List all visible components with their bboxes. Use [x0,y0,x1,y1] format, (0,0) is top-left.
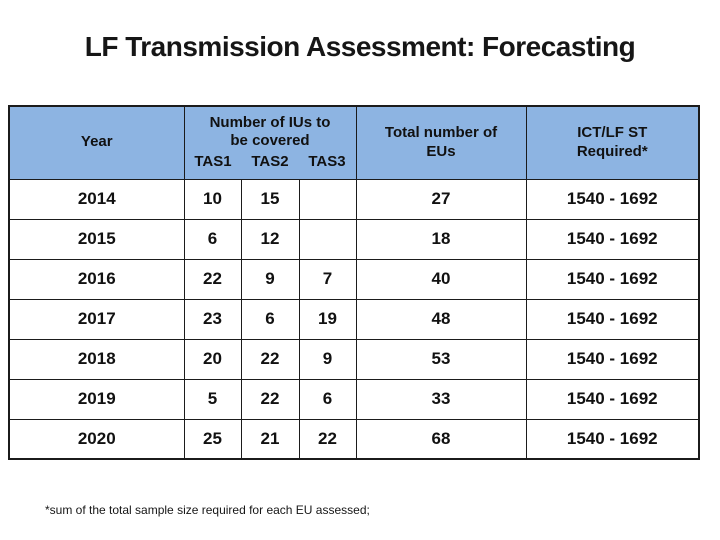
cell-year: 2017 [8,298,185,340]
cell-ict: 1540 - 1692 [525,338,700,380]
page-title: LF Transmission Assessment: Forecasting [84,31,636,62]
col-header-total-eus: Total number of EUs [355,105,527,180]
cell-year: 2018 [8,338,185,380]
table-row-2017: 2017 23 6 19 48 1540 - 1692 [8,298,700,340]
cell-eus: 18 [355,218,527,260]
cell-ict: 1540 - 1692 [525,298,700,340]
cell-ict: 1540 - 1692 [525,378,700,420]
cell-ict: 1540 - 1692 [525,418,700,460]
col-header-ius-group: Number of IUs to be covered TAS1 TAS2 TA… [183,105,357,180]
table-header: Year Number of IUs to be covered TAS1 TA… [8,105,700,180]
cell-tas2: 15 [240,178,300,220]
cell-tas3: 9 [298,338,357,380]
cell-ict: 1540 - 1692 [525,178,700,220]
table-row-2018: 2018 20 22 9 53 1540 - 1692 [8,338,700,380]
cell-tas3: 6 [298,378,357,420]
col-header-tas1: TAS1 [194,153,232,171]
table-row-2020: 2020 25 21 22 68 1540 - 1692 [8,418,700,460]
cell-year: 2020 [8,418,185,460]
cell-tas2: 22 [240,338,300,380]
cell-ict: 1540 - 1692 [525,258,700,300]
cell-tas3 [298,178,357,220]
table-row-2019: 2019 5 22 6 33 1540 - 1692 [8,378,700,420]
cell-eus: 40 [355,258,527,300]
cell-tas3: 22 [298,418,357,460]
table-row-2015: 2015 6 12 18 1540 - 1692 [8,218,700,260]
cell-tas1: 20 [183,338,242,380]
cell-year: 2015 [8,218,185,260]
cell-eus: 33 [355,378,527,420]
cell-tas2: 22 [240,378,300,420]
ius-group-label: Number of IUs to be covered [209,113,331,150]
cell-tas1: 6 [183,218,242,260]
cell-tas2: 12 [240,218,300,260]
forecast-table: Year Number of IUs to be covered TAS1 TA… [8,105,700,460]
col-header-tas3: TAS3 [308,153,346,171]
cell-eus: 27 [355,178,527,220]
ict-label: ICT/LF ST Required* [576,124,648,160]
header-row: Year Number of IUs to be covered TAS1 TA… [8,105,700,180]
total-eus-label: Total number of EUs [384,124,498,160]
cell-eus: 48 [355,298,527,340]
cell-tas3: 7 [298,258,357,300]
table-row-2014: 2014 10 15 27 1540 - 1692 [8,178,700,220]
cell-tas3 [298,218,357,260]
cell-year: 2016 [8,258,185,300]
table-body: 2014 10 15 27 1540 - 1692 2015 6 12 18 1… [8,178,700,460]
col-header-tas2: TAS2 [251,153,289,171]
col-header-ict: ICT/LF ST Required* [525,105,700,180]
cell-tas2: 6 [240,298,300,340]
cell-tas2: 9 [240,258,300,300]
tas-subheader-row: TAS1 TAS2 TAS3 [185,153,356,172]
cell-tas1: 22 [183,258,242,300]
footnote: *sum of the total sample size required f… [45,503,370,517]
cell-tas3: 19 [298,298,357,340]
cell-eus: 53 [355,338,527,380]
cell-tas1: 25 [183,418,242,460]
cell-tas2: 21 [240,418,300,460]
cell-year: 2019 [8,378,185,420]
cell-ict: 1540 - 1692 [525,218,700,260]
cell-tas1: 23 [183,298,242,340]
cell-eus: 68 [355,418,527,460]
col-header-year: Year [8,105,185,180]
table-row-2016: 2016 22 9 7 40 1540 - 1692 [8,258,700,300]
cell-tas1: 10 [183,178,242,220]
cell-year: 2014 [8,178,185,220]
cell-tas1: 5 [183,378,242,420]
